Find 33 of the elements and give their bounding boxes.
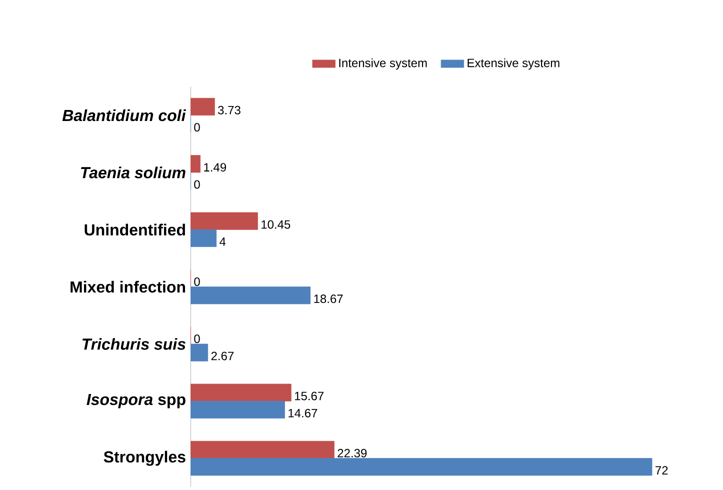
data-label: 0 xyxy=(194,180,200,189)
bar xyxy=(190,98,215,116)
bar xyxy=(190,212,258,230)
data-label: 72 xyxy=(656,466,668,475)
bar xyxy=(190,230,217,248)
data-label: 0 xyxy=(194,123,200,132)
legend-label: Intensive system xyxy=(339,58,427,70)
bar xyxy=(190,384,292,402)
y-tick-label: Trichuris suis xyxy=(82,338,186,350)
legend-label: Extensive system xyxy=(468,58,560,70)
data-label: 15.67 xyxy=(295,392,324,400)
data-label: 22.39 xyxy=(338,449,367,458)
data-label: 2.67 xyxy=(211,352,234,360)
y-tick-label: Unindentified xyxy=(84,224,185,236)
bar xyxy=(190,441,334,459)
data-label: 0 xyxy=(194,278,200,286)
data-label: 3.73 xyxy=(218,106,240,115)
data-label: 0 xyxy=(194,334,200,344)
bar xyxy=(190,401,285,419)
data-label: 1.49 xyxy=(204,163,226,172)
bar xyxy=(190,458,652,476)
y-tick-label: Isospora spp xyxy=(86,394,186,409)
y-tick-label: Strongyles xyxy=(104,451,186,466)
bar xyxy=(190,286,311,304)
y-tick-label: Balantidium coli xyxy=(62,110,186,122)
data-label: 14.67 xyxy=(288,409,318,418)
y-tick-label: Mixed infection xyxy=(70,281,186,293)
bar xyxy=(190,344,208,362)
data-label: 18.67 xyxy=(314,294,343,304)
data-label: 4 xyxy=(220,238,226,246)
data-label: 10.45 xyxy=(262,220,290,229)
bar xyxy=(190,155,200,173)
y-tick-label: Taenia solium xyxy=(81,166,186,179)
